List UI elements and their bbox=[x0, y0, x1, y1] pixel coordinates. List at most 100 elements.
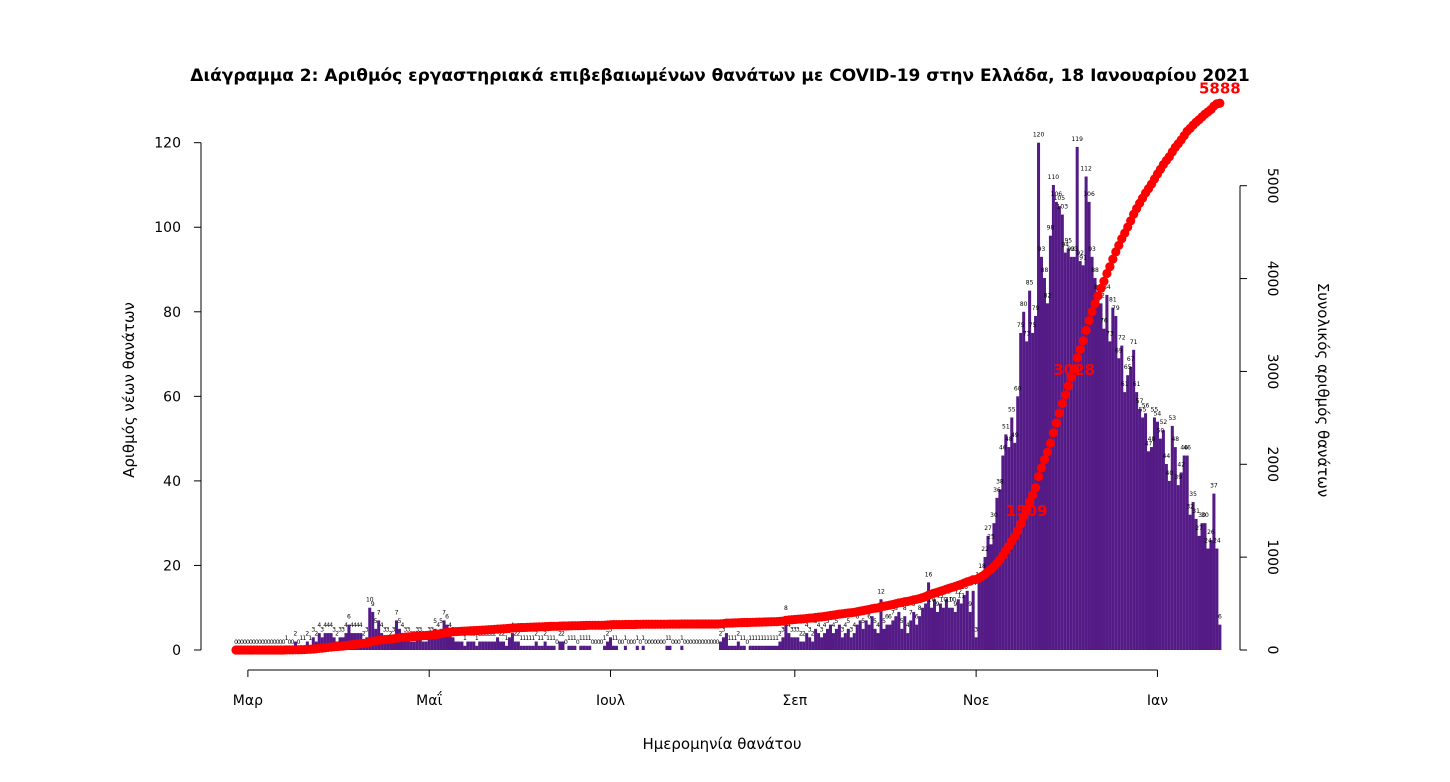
daily-bar bbox=[971, 590, 975, 650]
daily-bar bbox=[772, 645, 776, 650]
daily-bar bbox=[781, 637, 785, 650]
daily-bar-value-label: 55 bbox=[1008, 406, 1016, 413]
cumulative-point bbox=[1090, 299, 1100, 309]
daily-bar bbox=[487, 641, 491, 650]
daily-bar-value-label: 0 bbox=[620, 639, 624, 646]
daily-bar bbox=[733, 645, 737, 650]
daily-bar bbox=[885, 624, 889, 650]
daily-bar bbox=[823, 633, 827, 650]
daily-bar bbox=[433, 628, 437, 650]
daily-bar-value-label: 46 bbox=[1180, 445, 1188, 452]
daily-bar-value-label: 31 bbox=[1192, 508, 1200, 515]
daily-bar bbox=[1188, 514, 1192, 650]
daily-bar bbox=[1034, 316, 1038, 650]
cumulative-point bbox=[1042, 447, 1053, 457]
daily-bar-value-label: 4 bbox=[326, 622, 330, 629]
daily-bar-value-label: 6 bbox=[1218, 614, 1222, 621]
daily-bar-value-label: 0 bbox=[576, 639, 580, 646]
daily-bar-value-label: 1 bbox=[635, 635, 639, 642]
daily-bar bbox=[611, 645, 616, 650]
daily-bar bbox=[665, 645, 669, 650]
daily-bar-value-label: 79 bbox=[1112, 305, 1120, 312]
daily-bar-value-label: 1 bbox=[549, 635, 553, 642]
daily-bar-value-label: 0 bbox=[713, 639, 717, 646]
daily-bar-value-label: 91 bbox=[1079, 254, 1087, 261]
daily-bar bbox=[903, 616, 907, 650]
daily-bar bbox=[549, 645, 553, 650]
daily-bar bbox=[469, 641, 473, 650]
daily-bar-value-label: 2 bbox=[606, 631, 610, 638]
daily-bar bbox=[748, 645, 752, 650]
daily-bar-value-label: 49 bbox=[1011, 432, 1019, 439]
daily-bar-value-label: 2 bbox=[499, 631, 503, 638]
daily-bar-value-label: 71 bbox=[1130, 339, 1138, 346]
daily-bar-value-label: 82 bbox=[1044, 292, 1052, 299]
daily-bar-value-label: 2 bbox=[534, 631, 538, 638]
daily-bar bbox=[1191, 502, 1195, 650]
daily-bar-value-label: 0 bbox=[288, 639, 292, 646]
daily-bar bbox=[513, 641, 517, 650]
daily-bar-value-label: 0 bbox=[656, 639, 660, 646]
daily-bar bbox=[742, 645, 746, 650]
daily-bar bbox=[730, 645, 734, 650]
daily-bar bbox=[1057, 206, 1061, 650]
daily-bar-value-label: 46 bbox=[999, 445, 1007, 452]
cumulative-point bbox=[1051, 418, 1061, 428]
daily-bar-value-label: 0 bbox=[644, 639, 648, 646]
daily-bar bbox=[834, 628, 838, 650]
daily-bar bbox=[778, 641, 782, 650]
daily-bar-value-label: 0 bbox=[745, 639, 749, 646]
daily-bar bbox=[448, 633, 452, 650]
daily-bar bbox=[1132, 349, 1136, 650]
cumulative-point bbox=[1054, 408, 1064, 418]
daily-bar-value-label: 93 bbox=[1088, 246, 1096, 253]
daily-bar bbox=[754, 645, 758, 650]
daily-bar-value-label: 42 bbox=[1177, 461, 1185, 468]
daily-bar-value-label: 69 bbox=[1115, 347, 1123, 354]
daily-bar bbox=[1176, 485, 1180, 650]
daily-bar-value-label: 1 bbox=[612, 635, 616, 642]
cumulative-point bbox=[1039, 455, 1050, 465]
daily-bar bbox=[855, 624, 859, 650]
daily-bar bbox=[1170, 425, 1174, 650]
daily-bar-value-label: 1 bbox=[505, 635, 509, 642]
daily-bar bbox=[1069, 256, 1073, 650]
daily-bar bbox=[870, 616, 874, 650]
daily-bar-value-label: 1 bbox=[519, 635, 523, 642]
daily-bar bbox=[736, 641, 740, 650]
daily-bar bbox=[825, 628, 830, 650]
daily-bar-value-label: 9 bbox=[371, 601, 375, 608]
daily-bar bbox=[567, 645, 571, 650]
daily-bar bbox=[1147, 451, 1151, 650]
daily-bar bbox=[641, 645, 645, 650]
daily-bar-value-label: 30 bbox=[1201, 512, 1209, 519]
daily-bar-value-label: 10 bbox=[928, 597, 936, 604]
daily-bar-value-label: 0 bbox=[674, 639, 678, 646]
x-tick-label: Σεπ bbox=[782, 693, 807, 709]
daily-bar bbox=[546, 645, 550, 650]
daily-bar-value-label: 3 bbox=[332, 626, 336, 633]
daily-bar-value-label: 39 bbox=[1174, 474, 1182, 481]
daily-bar bbox=[1200, 523, 1204, 650]
daily-bar-value-label: 4 bbox=[401, 622, 405, 629]
daily-bar-value-label: 0 bbox=[276, 639, 280, 646]
cumulative-label-quarter: 1509 bbox=[1006, 502, 1048, 520]
daily-bar bbox=[906, 633, 910, 650]
daily-bar-value-label: 88 bbox=[1041, 267, 1049, 274]
daily-bar-value-label: 1 bbox=[641, 635, 645, 642]
daily-bar bbox=[537, 645, 541, 650]
daily-bar bbox=[502, 641, 506, 650]
daily-bar-value-label: 1 bbox=[763, 635, 767, 642]
daily-bar-value-label: 3 bbox=[427, 626, 431, 633]
daily-bar-value-label: 0 bbox=[243, 639, 247, 646]
daily-bar bbox=[817, 633, 821, 650]
daily-bar bbox=[909, 620, 913, 650]
cumulative-point bbox=[1060, 390, 1070, 400]
daily-bar-value-label: 0 bbox=[677, 639, 681, 646]
daily-bar bbox=[412, 641, 416, 650]
daily-bar bbox=[1108, 341, 1112, 650]
daily-bar bbox=[1173, 447, 1177, 650]
daily-bar-value-label: 0 bbox=[701, 639, 705, 646]
daily-bar-value-label: 11 bbox=[937, 593, 945, 600]
cumulative-point bbox=[1099, 276, 1109, 286]
